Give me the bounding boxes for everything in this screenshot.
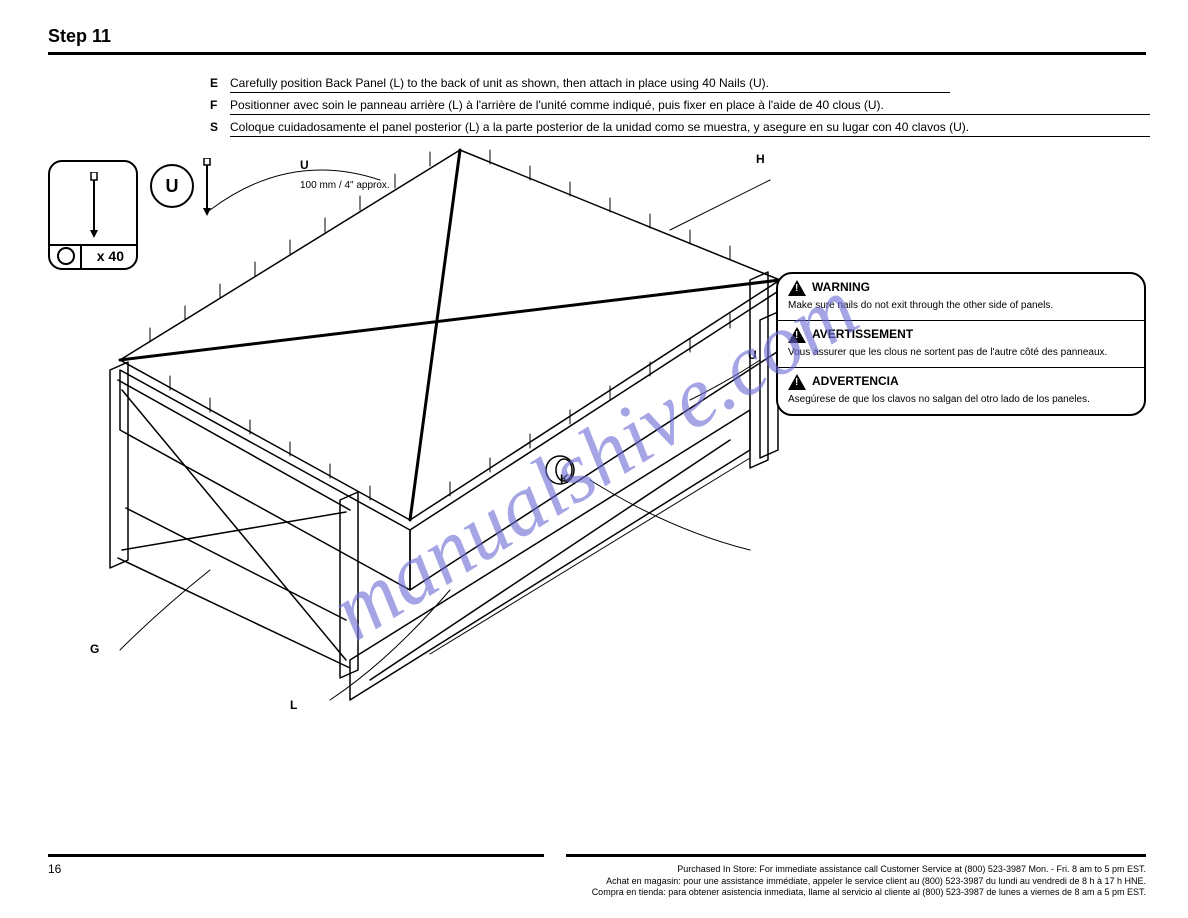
warning-fr-body: Vous assurer que les clous ne sortent pa… xyxy=(788,346,1134,359)
lang-fr-marker: F xyxy=(210,98,217,112)
top-rule xyxy=(48,52,1146,55)
step-number: Step 11 xyxy=(48,26,111,47)
footer-help-en: Purchased In Store: For immediate assist… xyxy=(592,864,1146,876)
nail-beside-icon xyxy=(200,158,214,216)
warning-icon xyxy=(788,327,806,343)
warning-es-head: ADVERTENCIA xyxy=(812,374,899,390)
warning-en-body: Make sure nails do not exit through the … xyxy=(788,299,1134,312)
warning-en-head: WARNING xyxy=(812,280,870,296)
warning-icon xyxy=(788,280,806,296)
warning-en: WARNING Make sure nails do not exit thro… xyxy=(778,274,1144,321)
warning-fr-head: AVERTISSEMENT xyxy=(812,327,913,343)
warning-es: ADVERTENCIA Asegúrese de que los clavos … xyxy=(778,368,1144,414)
footer-help: Purchased In Store: For immediate assist… xyxy=(592,864,1146,899)
instruction-en: Carefully position Back Panel (L) to the… xyxy=(230,76,950,93)
instruction-fr: Positionner avec soin le panneau arrière… xyxy=(230,98,1150,115)
bottom-rule-left xyxy=(48,854,544,857)
nail-callout-circle: U xyxy=(150,164,194,208)
warning-fr: AVERTISSEMENT Vous assurer que les clous… xyxy=(778,321,1144,368)
footer-help-fr: Achat en magasin: pour une assistance im… xyxy=(592,876,1146,888)
assembly-diagram xyxy=(30,120,850,740)
warning-panel: WARNING Make sure nails do not exit thro… xyxy=(776,272,1146,416)
page-number: 16 xyxy=(48,862,61,876)
warning-es-body: Asegúrese de que los clavos no salgan de… xyxy=(788,393,1134,406)
bottom-rule-right xyxy=(566,854,1146,857)
warning-icon xyxy=(788,374,806,390)
footer-help-es: Compra en tienda: para obtener asistenci… xyxy=(592,887,1146,899)
lang-en-marker: E xyxy=(210,76,218,90)
